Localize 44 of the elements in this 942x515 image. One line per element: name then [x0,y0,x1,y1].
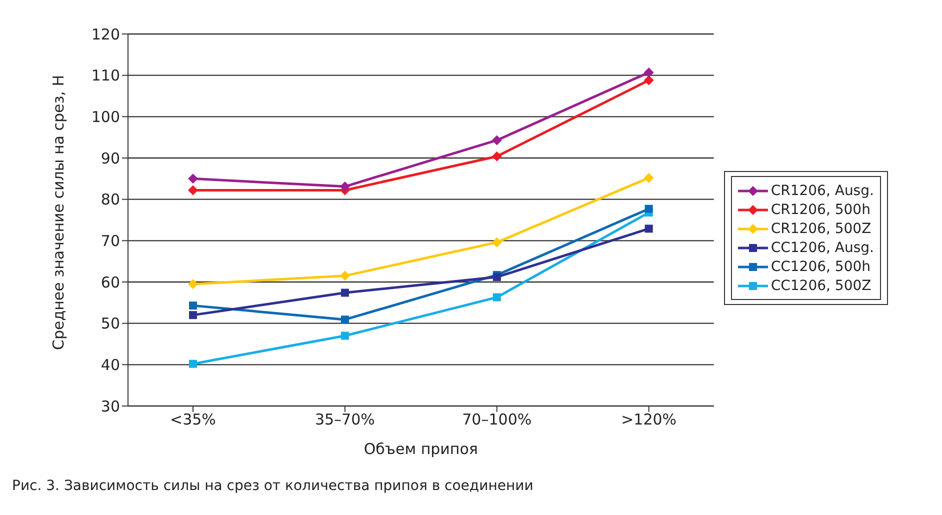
point [188,279,198,290]
legend-label: CC1206, Ausg. [770,240,874,256]
x-tick-label: >120% [621,410,677,429]
point [644,204,653,213]
legend-label: CR1206, 500Z [770,220,872,236]
point [492,273,501,282]
point [189,302,197,310]
point [340,332,349,340]
y-tick-label: 100 [91,108,120,126]
point [492,293,501,302]
x-tick-label: 35–70% [314,410,375,429]
point [188,185,198,196]
y-tick-label: 70 [100,232,120,250]
text: Рис. 3. Зависимость силы на срез от количества припоя в соединении [12,478,534,494]
legend-label: CR1206, Ausg. [770,182,874,198]
point [188,174,198,184]
y-tick-label: 120 [91,25,120,44]
point [492,135,502,146]
x-tick-label: <35% [170,410,216,429]
y-tick-label: 60 [100,273,120,292]
point [340,270,350,281]
point [492,237,502,248]
legend-label: CR1206, 500h [770,202,870,218]
point [189,311,197,320]
point [189,360,197,368]
y-axis-title: Среднее значение силы на срез, Н [49,75,68,350]
y-tick-label: 80 [100,190,120,209]
y-tick-label: 30 [100,397,120,416]
legend-label: CC1206, 500h [770,258,871,274]
point [644,75,654,86]
y-tick-label: 50 [100,314,120,333]
point [644,67,654,78]
legend-label: CC1206, 500Z [770,278,872,294]
point [644,172,654,183]
point [644,224,653,233]
point [492,151,502,162]
y-tick-label: 40 [100,356,120,374]
point [340,182,350,192]
x-axis-title: Объем припоя [364,440,478,458]
y-tick-label: 90 [100,149,120,168]
y-tick-label: 110 [91,66,120,85]
point [340,288,349,297]
point [340,316,349,324]
x-tick-label: 70–100% [462,410,532,429]
